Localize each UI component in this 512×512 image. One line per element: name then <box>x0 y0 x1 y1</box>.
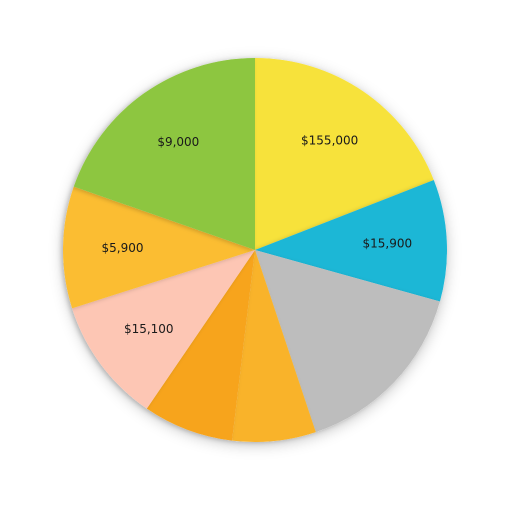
pie-slices <box>63 58 447 443</box>
pie-slice-label-7: $9,000 <box>157 135 199 149</box>
pie-slice-label-5: $15,100 <box>124 322 174 336</box>
pie-slice-5 <box>72 250 255 409</box>
pie-slice-1 <box>255 180 447 302</box>
pie-labels: $155,000 $15,900 $15,100 $5,900 $9,000 <box>102 134 413 337</box>
pie-slice-6 <box>63 186 255 309</box>
pie-slice-3 <box>232 250 316 443</box>
pie-slice-label-0: $155,000 <box>301 134 358 148</box>
pie-slice-4 <box>146 250 255 441</box>
pie-slice-7 <box>73 58 256 250</box>
pie-slice-0 <box>255 58 434 250</box>
pie-slice-label-1: $15,900 <box>362 236 412 250</box>
pie-slice-label-6: $5,900 <box>102 241 144 255</box>
pie-slice-2 <box>255 250 440 433</box>
